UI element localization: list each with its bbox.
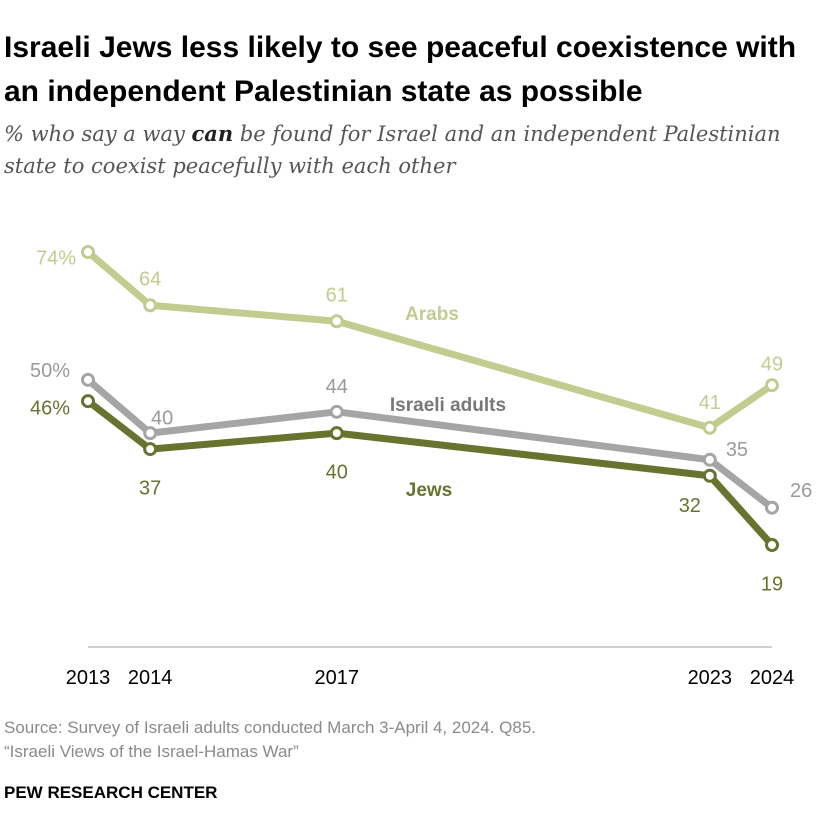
- subtitle-end: be found for Israel and an independent P…: [4, 122, 781, 178]
- data-label: 50%: [30, 360, 70, 382]
- data-point: [81, 372, 95, 387]
- chart-subtitle: % who say a way can be found for Israel …: [4, 118, 824, 182]
- data-label: 61: [326, 285, 348, 307]
- x-tick-label: 2013: [66, 667, 111, 689]
- subtitle-start: % who say a way: [4, 122, 192, 146]
- data-point: [702, 420, 717, 435]
- source-line: Source: Survey of Israeli adults conduct…: [4, 718, 536, 737]
- data-point: [765, 378, 779, 393]
- data-label: 32: [679, 495, 701, 517]
- subtitle-emphasis: can: [191, 121, 234, 146]
- data-point: [765, 538, 779, 552]
- brand-logo-text: PEW RESEARCH CENTER: [4, 783, 218, 802]
- data-point: [329, 426, 344, 441]
- data-label: 64: [139, 269, 161, 291]
- data-label: 26: [790, 480, 812, 502]
- x-tick-label: 2017: [314, 667, 359, 689]
- data-point: [143, 426, 158, 441]
- source-note: Source: Survey of Israeli adults conduct…: [4, 716, 536, 764]
- data-label: 74%: [36, 247, 76, 269]
- data-point: [143, 442, 158, 457]
- data-label: 19: [761, 573, 783, 595]
- data-label: 40: [326, 461, 348, 483]
- data-label: 44: [326, 376, 348, 398]
- data-point: [702, 452, 717, 467]
- x-tick-label: 2014: [128, 667, 173, 689]
- report-title-line: “Israeli Views of the Israel-Hamas War”: [4, 742, 299, 761]
- data-label: 41: [699, 392, 721, 414]
- data-label: 46%: [30, 397, 70, 419]
- data-point: [329, 404, 344, 419]
- data-point: [143, 298, 158, 313]
- data-point: [702, 468, 717, 483]
- data-point: [765, 500, 779, 515]
- x-tick-label: 2023: [688, 667, 733, 689]
- data-point: [81, 245, 95, 259]
- data-label: 37: [139, 477, 161, 499]
- data-point: [329, 314, 344, 329]
- data-label: 49: [761, 353, 783, 375]
- series-name-label: Arabs: [405, 304, 459, 325]
- data-point: [81, 394, 95, 409]
- series-name-label: Jews: [406, 480, 452, 501]
- x-tick-label: 2024: [750, 667, 795, 689]
- data-label: 40: [151, 407, 173, 429]
- data-label: 35: [726, 439, 748, 461]
- chart-title: Israeli Jews less likely to see peaceful…: [4, 31, 797, 108]
- series-name-label: Israeli adults: [390, 395, 506, 416]
